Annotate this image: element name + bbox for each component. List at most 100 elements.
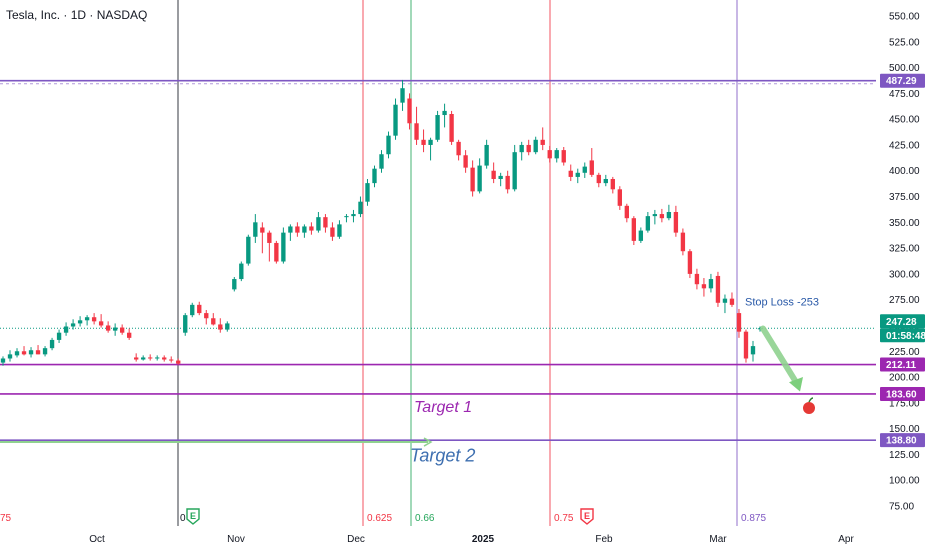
price-label-box: [880, 314, 925, 329]
candle: [358, 196, 363, 218]
candle-body: [610, 178, 615, 190]
chart-annotation: Stop Loss -253: [745, 297, 819, 309]
candle: [547, 145, 552, 163]
x-tick-label: 2025: [472, 534, 495, 545]
candle-body: [49, 339, 55, 349]
candle-body: [63, 326, 69, 333]
candle: [463, 150, 468, 173]
candle-body: [225, 323, 230, 330]
candle: [134, 353, 139, 362]
candle: [98, 314, 104, 328]
fib-level-label: 0.75: [554, 513, 574, 524]
candle: [512, 144, 517, 192]
candle-body: [498, 175, 503, 179]
candle-body: [134, 357, 139, 360]
target-arrow-head: [423, 437, 433, 447]
candle-body: [505, 175, 510, 190]
candle: [316, 212, 321, 233]
candle-body: [14, 351, 20, 356]
candle-body: [673, 212, 679, 233]
y-tick-label: 100.00: [889, 476, 920, 487]
candle: [323, 214, 328, 233]
apple-icon: [803, 402, 815, 414]
candle: [218, 318, 223, 333]
candle-body: [631, 218, 637, 241]
candle: [267, 230, 272, 262]
candle: [63, 322, 69, 336]
candle-body: [680, 232, 686, 252]
fib-level-label: 0.625: [367, 513, 392, 524]
candle-body: [442, 110, 447, 116]
candle: [239, 261, 244, 282]
price-label-box: [880, 386, 925, 401]
candle: [183, 313, 188, 336]
candle: [253, 214, 258, 243]
candle: [77, 316, 83, 327]
candle-body: [596, 174, 601, 184]
candle: [561, 147, 566, 166]
candle: [484, 139, 489, 169]
candle-body: [148, 357, 153, 359]
candle-body: [638, 230, 644, 241]
x-tick-label: Apr: [838, 534, 854, 545]
candle-body: [365, 183, 370, 202]
price-label-box: [880, 433, 925, 448]
candle-body: [323, 217, 328, 228]
candle-body: [687, 251, 693, 274]
y-tick-label: 75.00: [889, 502, 914, 513]
y-tick-label: 450.00: [889, 115, 920, 126]
candle-body: [428, 139, 433, 145]
candle: [337, 220, 342, 239]
candle: [351, 209, 356, 223]
candle-body: [288, 226, 293, 233]
candle: [197, 301, 202, 316]
candle: [309, 222, 314, 235]
y-tick-label: 525.00: [889, 37, 920, 48]
y-tick-label: 350.00: [889, 218, 920, 229]
candle: [365, 178, 370, 206]
candle-body: [21, 351, 27, 355]
candle-body: [330, 227, 335, 237]
projection-arrow-head: [789, 377, 803, 392]
candle: [435, 110, 440, 142]
y-tick-label: 150.00: [889, 424, 920, 435]
candle-body: [484, 144, 489, 166]
candle-body: [400, 88, 405, 103]
candle-body: [169, 359, 174, 361]
candle-body: [617, 189, 622, 206]
candle-body: [155, 357, 160, 359]
price-label-text: 487.29: [886, 76, 917, 87]
candle-body: [393, 104, 398, 136]
x-tick-label: Dec: [347, 534, 365, 545]
price-label-text: 01:58:48: [886, 331, 926, 342]
y-tick-label: 400.00: [889, 166, 920, 177]
candle-body: [407, 98, 412, 124]
candle: [386, 131, 391, 159]
candle: [631, 216, 637, 246]
candle: [400, 79, 405, 111]
candle-body: [477, 165, 482, 192]
candle: [533, 136, 538, 155]
candle: [743, 329, 749, 363]
candle: [687, 249, 693, 279]
candle: [701, 278, 707, 297]
candle-body: [421, 139, 426, 145]
candle: [750, 340, 756, 362]
candle: [610, 176, 615, 194]
candle: [204, 310, 209, 325]
candle-body: [126, 332, 132, 338]
candle: [211, 313, 216, 326]
candle-body: [190, 304, 195, 316]
candle-body: [56, 332, 62, 340]
candle: [568, 164, 573, 182]
candle-body: [582, 166, 587, 173]
candle-body: [379, 154, 384, 169]
y-tick-label: 500.00: [889, 63, 920, 74]
candle: [260, 222, 265, 254]
candle: [84, 315, 90, 326]
candle: [715, 271, 721, 307]
candle-body: [91, 317, 97, 322]
candle: [119, 324, 125, 335]
candle-body: [666, 212, 672, 219]
